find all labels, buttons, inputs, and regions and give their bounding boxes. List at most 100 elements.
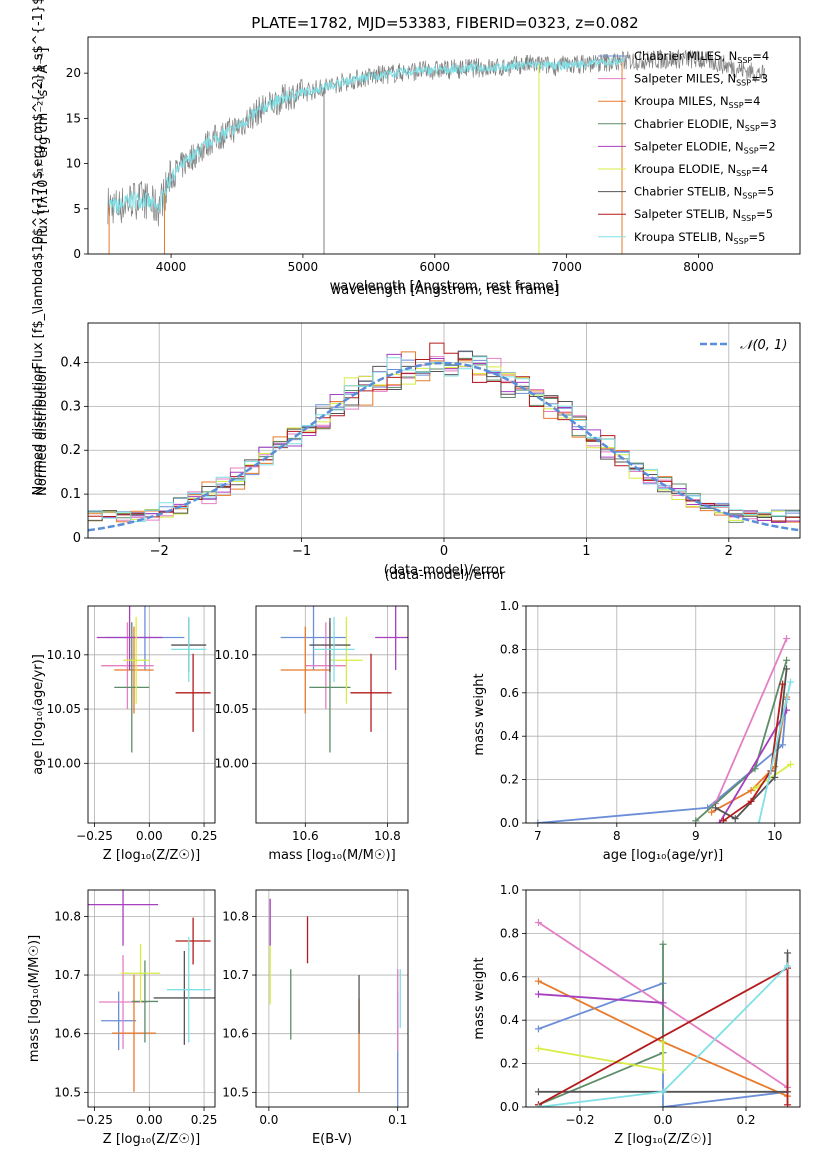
mass-weight-line: [538, 944, 664, 1106]
weight_vs_age-frame: [525, 605, 801, 824]
spectrum-y-label: Flux [fλ10⁻¹⁷ erg cm⁻² s⁻¹ A⁻¹]: [36, 48, 51, 245]
y-tick-label: 0.6: [500, 970, 519, 984]
mass-vs-ebv-panel: 0.0 0.1 10.5 10.6 10.7 10.8 E(B-V): [222, 889, 409, 1147]
spectrum-legend: Chabrier MILES, NSSP=4 Salpeter MILES, NS…: [598, 49, 777, 246]
age_vs_mass-marks: [280, 606, 408, 753]
legend-entry: Salpeter ELODIE, NSSP=2: [634, 139, 776, 155]
x-tick-label: 0.2: [736, 1113, 755, 1127]
legend-entry: Chabrier STELIB, NSSP=5: [634, 185, 774, 201]
y-tick-label: 5: [73, 202, 81, 216]
x-tick-label: −2: [150, 544, 169, 559]
y-tick-label: 10.8: [54, 909, 81, 923]
mass-weight-line: [758, 681, 792, 823]
mass-vs-metallicity-panel: −0.25 0.00 0.25 10.5 10.6 10.7 10.8 Z [log₁₀(Z/…: [27, 889, 218, 1147]
x-tick-label: 0.1: [388, 1113, 407, 1127]
mass-weight-line: [538, 993, 664, 1004]
mass-weight-line: [711, 696, 788, 813]
x-tick-label: 5000: [288, 260, 319, 274]
x-tick-label: 8000: [683, 260, 714, 274]
mass_vs_ebv-grid: [256, 890, 408, 1107]
y-tick-label: 10.00: [215, 756, 249, 770]
age_vs_Z-y-label: age [log₁₀(age/yr)]: [31, 654, 46, 775]
mass-weight-line: [714, 638, 788, 804]
mass-weight-line: [754, 763, 792, 790]
age-vs-mass-panel: 10.6 10.8 10.00 10.05 10.10 mass [log₁₀(M/M☉)…: [215, 605, 409, 863]
x-tick-label: 10: [767, 829, 782, 843]
y-tick-label: 0.4: [500, 729, 519, 743]
y-tick-label: 0.6: [500, 686, 519, 700]
y-tick-label: 15: [66, 111, 81, 125]
spectrum-y-label: Flux [f$_\lambda$10$^{-17}$ erg cm$^{-2}…: [31, 0, 46, 369]
x-tick-label: 4000: [156, 260, 187, 274]
age_vs_mass-x-label: mass [log₁₀(M/M☉)]: [268, 848, 395, 863]
x-tick-label: −0.25: [76, 829, 113, 843]
y-tick-label: 10.6: [54, 1027, 81, 1041]
y-tick-label: 10.05: [215, 702, 249, 716]
y-tick-label: 0.8: [500, 642, 519, 656]
x-tick-label: 0.00: [136, 829, 163, 843]
residuals-grid: [88, 323, 800, 539]
spectrum-x-label: wavelength [Angstrom, rest frame]: [331, 283, 560, 298]
mass_vs_Z-marks: [88, 890, 215, 1092]
legend-entry: Kroupa STELIB, NSSP=5: [634, 230, 765, 246]
spectrum-title: PLATE=1782, MJD=53383, FIBERID=0323, z=0…: [251, 14, 638, 32]
y-tick-label: 10.00: [47, 756, 81, 770]
x-tick-label: −0.25: [76, 1113, 113, 1127]
x-tick-label: 6000: [419, 260, 450, 274]
legend-entry: Salpeter STELIB, NSSP=5: [634, 207, 773, 223]
spectrum-marks: [107, 49, 765, 254]
x-tick-label: 0.0: [259, 1113, 278, 1127]
residual-histogram-panel: −2 −1 0 1 2 0 0.1 0.2 0.3 0.4 (data-model)/error No…: [31, 322, 801, 583]
y-tick-label: 0.2: [500, 773, 519, 787]
histogram-plot-area: −2 −1 0 1 2 0 0.1 0.2 0.3 0.4 (data-model)/error No…: [31, 322, 801, 578]
y-tick-label: 10.05: [47, 702, 81, 716]
residuals-y-label: Normed distribution: [31, 366, 46, 496]
residuals-marks: [88, 342, 800, 538]
mass_vs_Z-y-label: mass [log₁₀(M/M☉)]: [27, 935, 42, 1062]
y-tick-label: 0.1: [60, 487, 81, 502]
x-tick-label: 0.0: [653, 1113, 672, 1127]
legend-entry: Kroupa ELODIE, NSSP=4: [634, 162, 768, 178]
mass_vs_ebv-x-label: E(B-V): [312, 1132, 352, 1147]
weight_vs_age-x-label: age [log₁₀(age/yr)]: [603, 848, 724, 863]
legend-entry: Salpeter MILES, NSSP=3: [634, 72, 768, 88]
y-tick-label: 0.4: [500, 1013, 519, 1027]
x-tick-label: 9: [692, 829, 700, 843]
y-tick-label: 10.7: [54, 968, 81, 982]
y-tick-label: 1.0: [500, 599, 519, 613]
age_vs_Z-frame: [87, 605, 216, 824]
weight-vs-metallicity-panel: −0.2 0.0 0.2 0.0 0.2 0.4 0.6 0.8 1.0 Z [log₁₀(Z/Z…: [472, 883, 801, 1147]
x-tick-label: 10.6: [292, 829, 319, 843]
x-tick-label: 10.8: [374, 829, 401, 843]
y-tick-label: 1.0: [500, 883, 519, 897]
x-tick-label: 0: [440, 544, 448, 559]
weight_vs_Z-x-label: Z [log₁₀(Z/Z☉)]: [614, 1132, 711, 1147]
weight_vs_Z-marks: [534, 919, 792, 1107]
y-tick-label: 10.8: [222, 909, 249, 923]
age_vs_Z-grid: [88, 606, 215, 823]
y-tick-label: 0.2: [500, 1057, 519, 1071]
x-tick-label: 1: [582, 544, 590, 559]
y-tick-label: 0: [73, 531, 81, 546]
y-tick-label: 10.5: [222, 1085, 249, 1099]
x-tick-label: 0.25: [191, 1113, 218, 1127]
histogram-legend: 𝒩(0, 1): [700, 338, 787, 353]
observed-spectrum-line: [107, 49, 765, 227]
mass-weight-line: [718, 709, 788, 823]
age_vs_Z-x-label: Z [log₁₀(Z/Z☉)]: [103, 848, 200, 863]
weight_vs_age-marks: [534, 635, 795, 823]
y-tick-label: 10: [66, 157, 81, 171]
normal-reference-legend-label: 𝒩(0, 1): [740, 338, 787, 353]
spectrum-frame: [87, 36, 801, 255]
histogram-y-label: Normed distribution: [35, 366, 50, 496]
residual-histogram-step: [88, 356, 800, 538]
y-tick-label: 0.8: [500, 926, 519, 940]
spectrum-panel: PLATE=1782, MJD=53383, FIBERID=0323, z=0…: [31, 0, 801, 369]
spectrum-x-label: wavelength [Angstrom, rest frame]: [330, 279, 559, 294]
y-tick-label: 20: [66, 66, 81, 80]
y-tick-label: 10.6: [222, 1027, 249, 1041]
model-spectrum-line: [109, 57, 625, 215]
spectrum-plot-area: 4000 5000 6000 7000 8000 0 5 10 15 20 wavelength […: [31, 0, 801, 369]
mass_vs_Z-x-label: Z [log₁₀(Z/Z☉)]: [103, 1132, 200, 1147]
